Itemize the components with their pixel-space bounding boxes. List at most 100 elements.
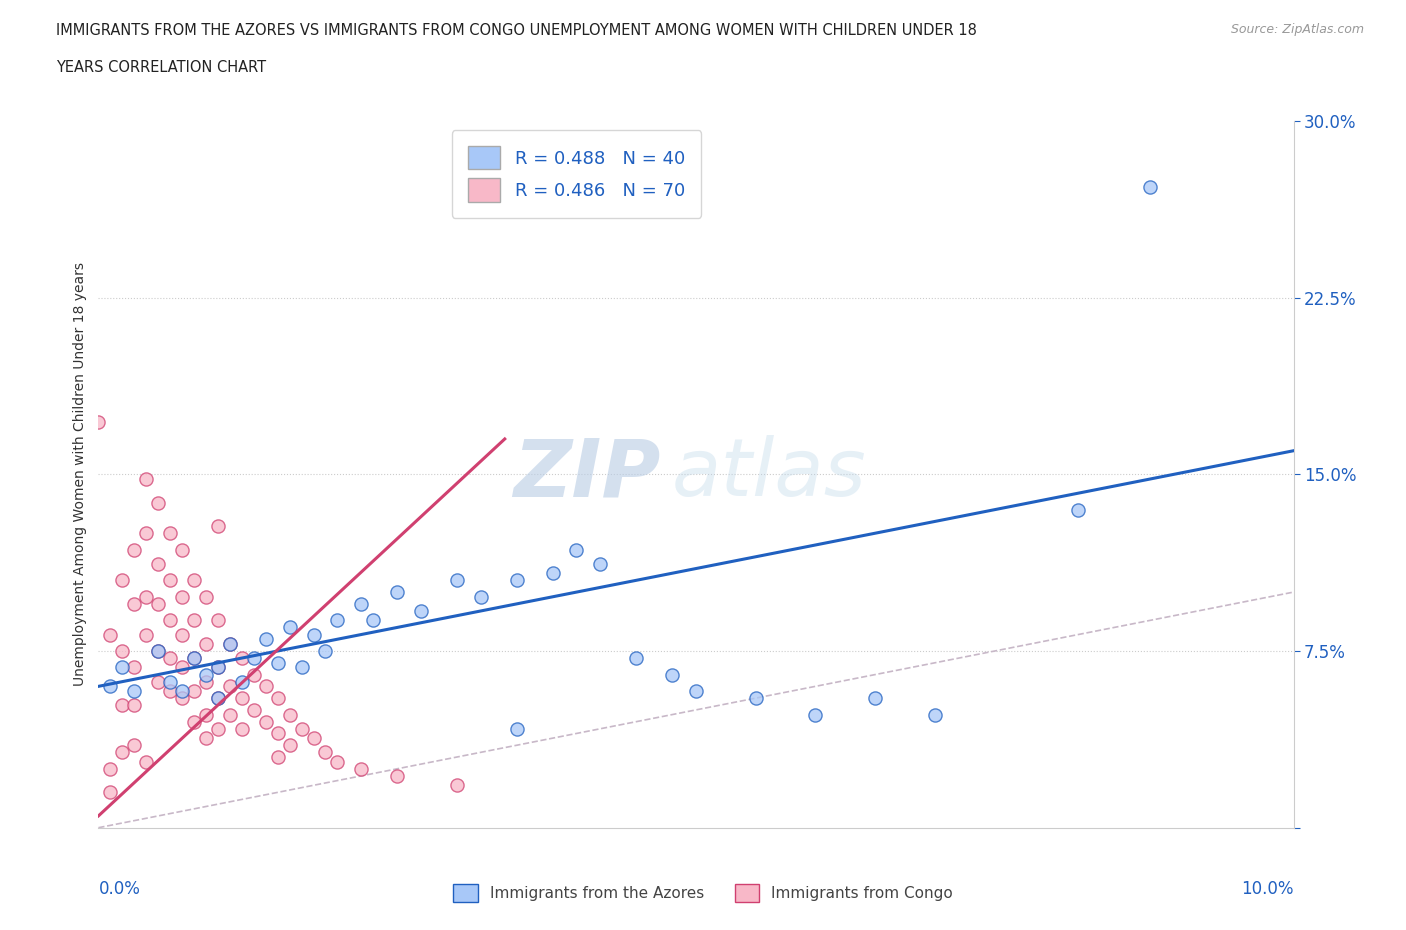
Point <box>363 613 385 628</box>
Point <box>589 556 612 571</box>
Point <box>207 722 229 737</box>
Point <box>326 754 349 769</box>
Point <box>98 627 122 642</box>
Point <box>135 525 157 540</box>
Point <box>159 651 181 666</box>
Point <box>385 768 409 783</box>
Point <box>231 651 253 666</box>
Point <box>278 737 301 752</box>
Point <box>111 698 134 712</box>
Point <box>111 660 134 675</box>
Point <box>172 590 194 604</box>
Point <box>124 596 146 611</box>
Point <box>685 684 707 698</box>
Text: atlas: atlas <box>672 435 868 513</box>
Text: IMMIGRANTS FROM THE AZORES VS IMMIGRANTS FROM CONGO UNEMPLOYMENT AMONG WOMEN WIT: IMMIGRANTS FROM THE AZORES VS IMMIGRANTS… <box>56 23 977 38</box>
Point <box>135 590 157 604</box>
Point <box>207 519 229 534</box>
Point <box>254 631 277 646</box>
Point <box>148 644 170 658</box>
Point <box>148 674 170 689</box>
Point <box>148 644 170 658</box>
Point <box>111 644 134 658</box>
Point <box>278 707 301 722</box>
Point <box>624 651 647 666</box>
Point <box>135 627 157 642</box>
Point <box>124 684 146 698</box>
Point <box>470 590 492 604</box>
Point <box>98 679 122 694</box>
Point <box>302 731 325 746</box>
Point <box>219 636 242 651</box>
Legend: Immigrants from the Azores, Immigrants from Congo: Immigrants from the Azores, Immigrants f… <box>447 878 959 909</box>
Point <box>565 542 588 557</box>
Point <box>148 495 170 510</box>
Point <box>506 573 529 588</box>
Point <box>254 714 277 729</box>
Point <box>135 754 157 769</box>
Point <box>207 660 229 675</box>
Point <box>172 627 194 642</box>
Point <box>172 542 194 557</box>
Point <box>446 777 468 792</box>
Point <box>111 745 134 760</box>
Point <box>231 674 253 689</box>
Point <box>661 667 683 682</box>
Point <box>183 714 205 729</box>
Text: 0.0%: 0.0% <box>98 880 141 897</box>
Point <box>172 684 194 698</box>
Point <box>148 556 170 571</box>
Point <box>315 644 337 658</box>
Point <box>111 573 134 588</box>
Point <box>194 674 218 689</box>
Point <box>541 565 564 580</box>
Point <box>172 660 194 675</box>
Point <box>326 613 349 628</box>
Point <box>1139 179 1161 194</box>
Point <box>124 737 146 752</box>
Point <box>411 604 433 618</box>
Point <box>183 651 205 666</box>
Point <box>385 585 409 600</box>
Point <box>804 707 827 722</box>
Point <box>219 679 242 694</box>
Point <box>135 472 157 486</box>
Point <box>446 573 468 588</box>
Point <box>183 651 205 666</box>
Point <box>254 679 277 694</box>
Point <box>219 707 242 722</box>
Point <box>219 636 242 651</box>
Point <box>924 707 946 722</box>
Y-axis label: Unemployment Among Women with Children Under 18 years: Unemployment Among Women with Children U… <box>73 262 87 686</box>
Text: YEARS CORRELATION CHART: YEARS CORRELATION CHART <box>56 60 266 75</box>
Point <box>267 656 290 671</box>
Point <box>207 660 229 675</box>
Point <box>194 590 218 604</box>
Point <box>124 660 146 675</box>
Point <box>865 691 887 706</box>
Point <box>194 667 218 682</box>
Point <box>290 722 312 737</box>
Point <box>148 596 170 611</box>
Point <box>745 691 768 706</box>
Point <box>172 691 194 706</box>
Point <box>194 636 218 651</box>
Point <box>207 691 229 706</box>
Point <box>267 691 290 706</box>
Point <box>1067 502 1090 517</box>
Point <box>506 722 529 737</box>
Text: 10.0%: 10.0% <box>1241 880 1294 897</box>
Point <box>124 542 146 557</box>
Point <box>207 691 229 706</box>
Point <box>243 651 266 666</box>
Point <box>159 525 181 540</box>
Point <box>159 684 181 698</box>
Point <box>183 613 205 628</box>
Point <box>231 722 253 737</box>
Point <box>278 620 301 635</box>
Point <box>207 613 229 628</box>
Point <box>194 731 218 746</box>
Text: ZIP: ZIP <box>513 435 661 513</box>
Point <box>315 745 337 760</box>
Point <box>124 698 146 712</box>
